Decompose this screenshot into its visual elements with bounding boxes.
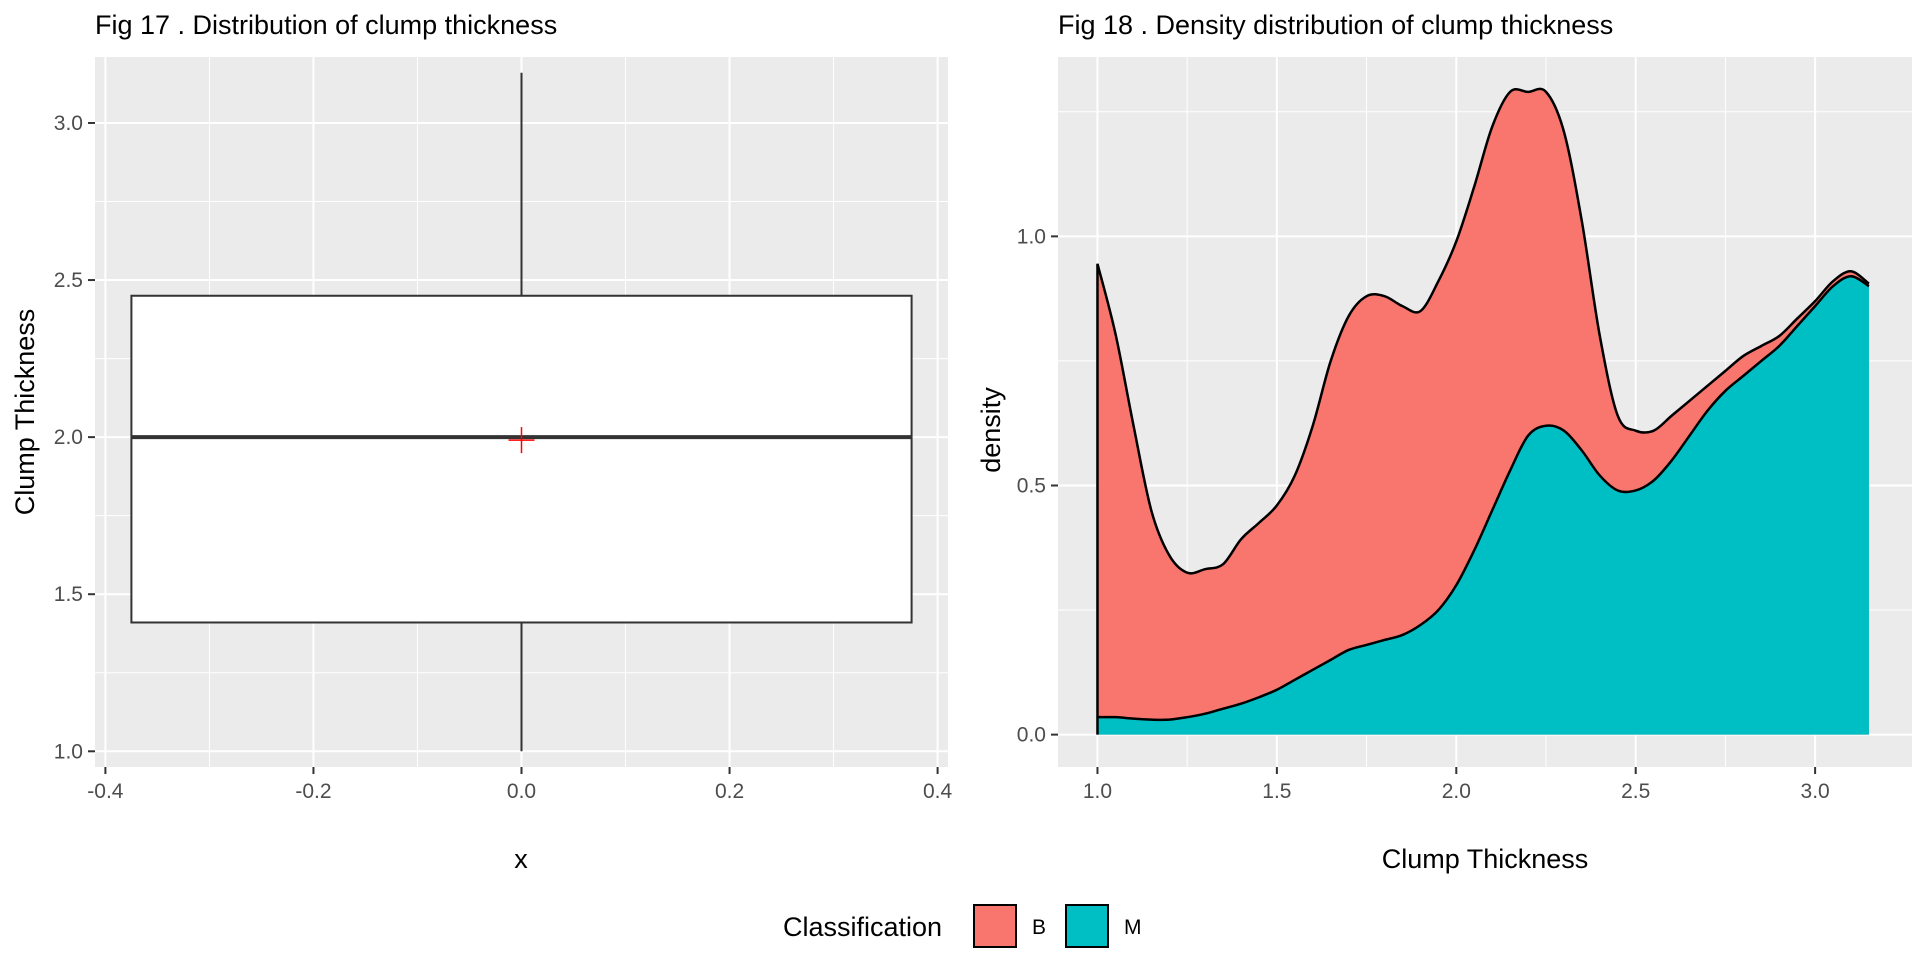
legend-title: Classification [783,912,942,942]
x-tick-label: 3.0 [1801,780,1830,803]
density-outline-m [1097,274,1870,722]
x-tick-label: -0.2 [295,780,331,803]
x-tick-label: 0.2 [715,780,744,803]
fig17-axis-ticks: -0.4 -0.2 0.0 0.2 0.4 1.0 1.5 2.0 2.5 3.0 [54,112,953,803]
legend-label-b: B [1032,916,1046,939]
density-outline-b [1096,87,1870,735]
x-tick-label: 0.4 [923,780,953,803]
legend: Classification B M [783,904,1142,948]
legend-swatch-m [1065,904,1109,948]
fig17-y-axis-title: Clump Thickness [10,309,40,516]
x-tick-label: 2.5 [1621,780,1650,803]
x-tick-label: 1.0 [1083,780,1112,803]
legend-swatch-b [973,904,1017,948]
fig18-density-areas [1096,87,1870,735]
x-tick-label: -0.4 [87,780,124,803]
fig18-y-axis-title: density [976,387,1006,473]
fig17-x-axis-title: x [514,844,528,874]
x-tick-label: 0.0 [507,780,536,803]
y-tick-label: 1.5 [54,583,83,606]
fig18-axis-ticks: 1.0 1.5 2.0 2.5 3.0 0.0 0.5 1.0 [1017,225,1830,803]
x-tick-label: 1.5 [1262,780,1291,803]
y-tick-label: 1.0 [1017,225,1046,248]
y-tick-label: 0.0 [1017,724,1046,747]
y-tick-label: 2.5 [54,269,83,292]
y-tick-label: 1.0 [54,740,83,763]
density-area-m [1097,276,1869,735]
box-iqr [130,294,913,624]
legend-label-m: M [1124,916,1142,939]
x-tick-label: 2.0 [1442,780,1471,803]
fig18-x-axis-title: Clump Thickness [1382,844,1589,874]
fig18-title: Fig 18 . Density distribution of clump t… [1058,10,1613,40]
y-tick-label: 2.0 [54,426,83,449]
fig17-boxplot [130,72,913,752]
y-tick-label: 3.0 [54,112,83,135]
fig17-title: Fig 17 . Distribution of clump thickness [95,10,557,40]
y-tick-label: 0.5 [1017,474,1046,497]
